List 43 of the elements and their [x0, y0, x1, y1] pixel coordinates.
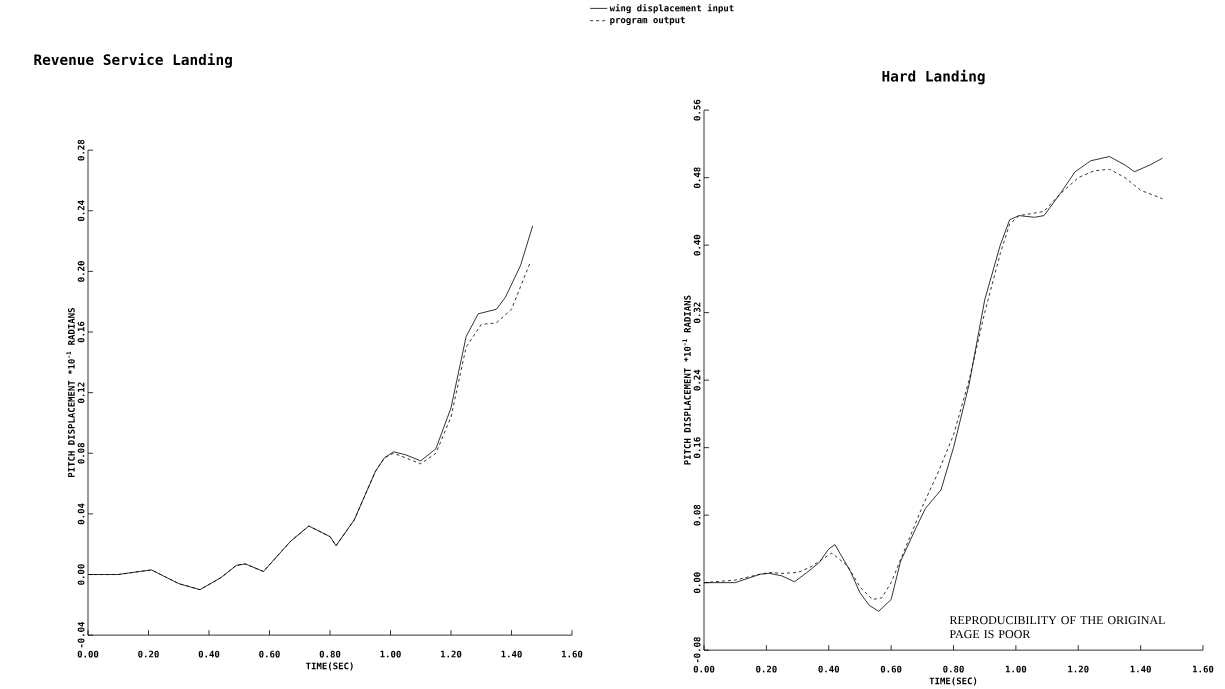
- x-axis-title: TIME(SEC): [306, 662, 353, 671]
- x-tick-label: 1.40: [501, 650, 522, 658]
- x-tick-label: 0.80: [319, 650, 341, 658]
- legend-label: wing displacement input: [609, 4, 734, 14]
- y-tick-label: 0.16: [77, 321, 85, 343]
- x-tick-label: 0.20: [756, 665, 777, 673]
- x-tick-label: 0.20: [138, 650, 159, 658]
- y-tick-label: 0.32: [693, 302, 701, 324]
- x-tick-label: 0.80: [943, 665, 964, 673]
- x-tick-label: 1.00: [1005, 665, 1027, 673]
- y-tick-label: 0.48: [693, 167, 701, 189]
- y-tick-label: 0.24: [77, 200, 85, 222]
- x-tick-label: 1.60: [562, 650, 583, 658]
- y-tick-label: 0.20: [77, 261, 85, 282]
- y-tick-label: 0.08: [693, 505, 701, 526]
- legend-label: program output: [610, 16, 685, 26]
- y-tick-label: 0.56: [693, 99, 701, 121]
- y-axis-title: PITCH DISPLACEMENT *10$^{-1}$ RADIANS: [66, 308, 75, 478]
- x-tick-label: 0.40: [198, 650, 220, 658]
- x-tick-label: 1.20: [1068, 665, 1089, 673]
- y-tick-label: 0.04: [77, 503, 85, 525]
- annotation: REPRODUCIBILITY OF THE ORIGINAL PAGE IS POOR: [949, 616, 1165, 639]
- x-tick-label: 1.60: [1193, 665, 1214, 673]
- chart-title: Hard Landing: [882, 69, 985, 85]
- chart-title: Revenue Service Landing: [34, 53, 232, 68]
- y-tick-label: 0.40: [693, 234, 701, 256]
- y-tick-label: 0.16: [693, 437, 701, 459]
- y-axis-title: PITCH DISPLACEMENT *10$^{-1}$ RADIANS: [682, 295, 691, 465]
- y-tick-label: 0.00: [693, 572, 701, 594]
- x-tick-label: 1.00: [380, 650, 401, 658]
- y-tick-label: 0.08: [77, 443, 85, 464]
- y-tick-label: 0.24: [693, 369, 701, 391]
- x-tick-label: 0.60: [259, 650, 280, 658]
- y-tick-label: -0.08: [693, 637, 701, 663]
- x-tick-label: 1.40: [1130, 665, 1151, 673]
- x-tick-label: 0.60: [880, 665, 902, 673]
- y-tick-label: 0.00: [77, 564, 85, 585]
- x-tick-label: 1.20: [441, 650, 462, 658]
- y-tick-label: 0.28: [77, 140, 85, 161]
- x-axis-title: TIME(SEC): [929, 677, 977, 686]
- y-tick-label: -0.04: [77, 622, 85, 648]
- y-tick-label: 0.12: [77, 382, 85, 404]
- x-tick-label: 0.40: [818, 665, 840, 673]
